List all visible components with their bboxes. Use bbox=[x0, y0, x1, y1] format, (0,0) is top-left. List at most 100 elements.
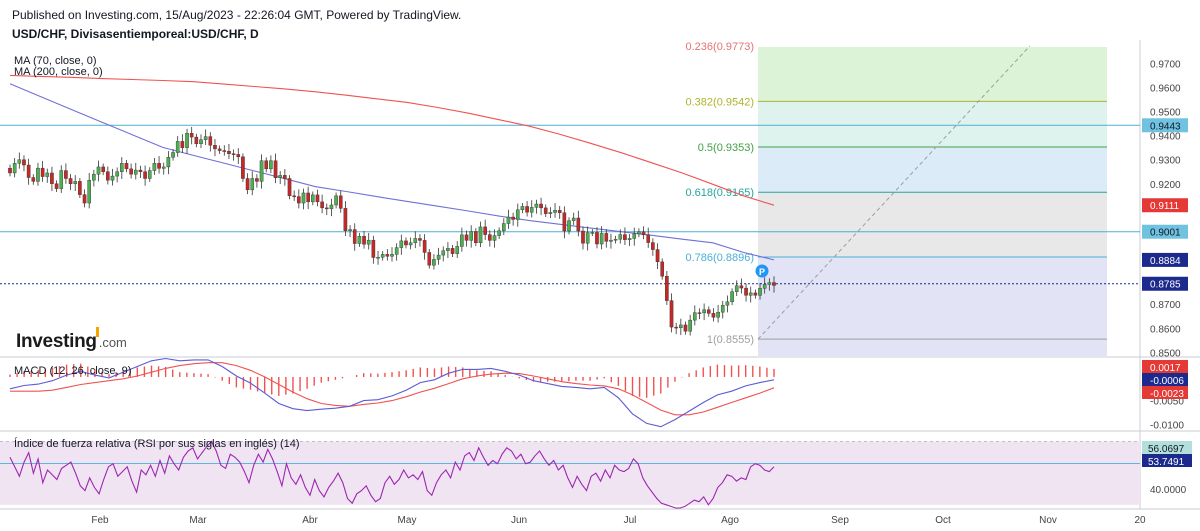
price-tick-label: 0.9200 bbox=[1150, 180, 1181, 191]
rsi-value-text: 53.7491 bbox=[1148, 457, 1185, 468]
fib-level-label: 0.786(0.8896) bbox=[686, 252, 755, 264]
ma200-legend[interactable]: MA (200, close, 0) bbox=[14, 66, 103, 78]
candle-body bbox=[78, 181, 82, 195]
candle-body bbox=[338, 195, 343, 209]
candle-body bbox=[273, 160, 278, 178]
candle-body bbox=[283, 175, 287, 179]
candle-body bbox=[460, 234, 464, 247]
macd-tick-label: -0.0100 bbox=[1150, 420, 1184, 431]
candle-body bbox=[422, 240, 427, 253]
candle-body bbox=[227, 151, 231, 154]
candle-body bbox=[543, 207, 548, 214]
candle-body bbox=[12, 163, 17, 174]
candle-body bbox=[380, 254, 385, 258]
candle-body bbox=[674, 326, 678, 329]
fib-level-label: 1(0.8555) bbox=[707, 334, 754, 346]
candle-body bbox=[613, 238, 618, 241]
candle-body bbox=[334, 195, 338, 206]
candle-body bbox=[739, 285, 744, 289]
candle-body bbox=[199, 139, 203, 145]
candle-body bbox=[133, 169, 138, 175]
candle-body bbox=[539, 203, 543, 209]
candle-body bbox=[492, 235, 497, 241]
time-tick-label: Sep bbox=[831, 515, 849, 526]
candle-body bbox=[255, 178, 259, 182]
candle-body bbox=[17, 159, 22, 164]
candle-body bbox=[306, 192, 310, 203]
macd-value-box bbox=[1142, 373, 1188, 386]
macd-value-box bbox=[1142, 360, 1188, 373]
time-tick-label: Oct bbox=[935, 515, 951, 526]
candle-body bbox=[287, 178, 292, 197]
time-tick-label: 20 bbox=[1134, 515, 1146, 526]
macd-value-box bbox=[1142, 386, 1188, 399]
candle-body bbox=[623, 234, 627, 240]
price-tick-label: 0.9700 bbox=[1150, 59, 1181, 70]
macd-legend[interactable]: MACD (12, 26, close, 9) bbox=[14, 365, 132, 377]
fib-zone bbox=[758, 146, 1107, 193]
candle-body bbox=[590, 232, 595, 234]
candle-body bbox=[390, 254, 394, 257]
candle-body bbox=[646, 234, 651, 243]
candle-body bbox=[716, 311, 720, 318]
candle-body bbox=[120, 163, 124, 172]
candle-body bbox=[478, 226, 483, 244]
time-tick-label: Ago bbox=[721, 515, 739, 526]
candle-body bbox=[427, 252, 432, 266]
price-label-text: 0.8785 bbox=[1150, 280, 1181, 291]
candle-body bbox=[697, 312, 702, 314]
rsi-line bbox=[9, 440, 775, 509]
logo-accent-mark bbox=[95, 327, 99, 337]
candle-body bbox=[618, 234, 623, 240]
fib-zone bbox=[758, 192, 1107, 258]
candle-body bbox=[413, 238, 418, 244]
candle-body bbox=[599, 233, 604, 245]
publish-info: Published on Investing.com, 15/Aug/2023 … bbox=[12, 8, 462, 22]
candle-body bbox=[725, 301, 730, 306]
candle-body bbox=[36, 167, 40, 182]
candle-body bbox=[348, 229, 352, 231]
candle-body bbox=[604, 233, 609, 242]
candle-body bbox=[683, 324, 688, 332]
price-label-box bbox=[1142, 252, 1188, 267]
candle-body bbox=[292, 195, 296, 198]
candle-body bbox=[213, 145, 217, 150]
rsi-legend[interactable]: Índice de fuerza relativa (RSI por sus s… bbox=[14, 438, 300, 450]
candle-body bbox=[115, 171, 119, 177]
candle-body bbox=[222, 150, 227, 152]
candle-body bbox=[632, 233, 637, 239]
candle-body bbox=[762, 284, 767, 289]
time-tick-label: Jun bbox=[511, 515, 527, 526]
candle-body bbox=[231, 153, 236, 155]
candle-body bbox=[767, 282, 772, 285]
candle-body bbox=[352, 229, 357, 244]
ma70-legend[interactable]: MA (70, close, 0) bbox=[14, 55, 97, 67]
candle-body bbox=[189, 133, 194, 138]
candle-body bbox=[730, 291, 734, 303]
candle-body bbox=[679, 324, 683, 329]
candle-body bbox=[269, 160, 273, 170]
time-tick-label: Jul bbox=[624, 515, 637, 526]
candle-body bbox=[450, 248, 455, 254]
candle-body bbox=[59, 170, 64, 189]
candle-body bbox=[432, 259, 436, 266]
price-tick-label: 0.8700 bbox=[1150, 300, 1181, 311]
candle-body bbox=[571, 217, 576, 221]
price-label-box bbox=[1142, 118, 1188, 133]
candle-body bbox=[324, 207, 329, 210]
rsi-value-box bbox=[1142, 441, 1192, 454]
candle-body bbox=[506, 216, 511, 224]
candle-body bbox=[54, 183, 59, 189]
candle-body bbox=[171, 152, 175, 158]
candle-body bbox=[669, 300, 674, 328]
candle-body bbox=[64, 170, 68, 179]
candle-body bbox=[693, 312, 697, 321]
candle-body bbox=[557, 210, 562, 213]
fib-trendline bbox=[757, 45, 1031, 340]
candle-body bbox=[362, 236, 366, 245]
candle-body bbox=[250, 178, 255, 191]
price-label-text: 0.9001 bbox=[1150, 228, 1181, 239]
candle-body bbox=[441, 250, 446, 256]
